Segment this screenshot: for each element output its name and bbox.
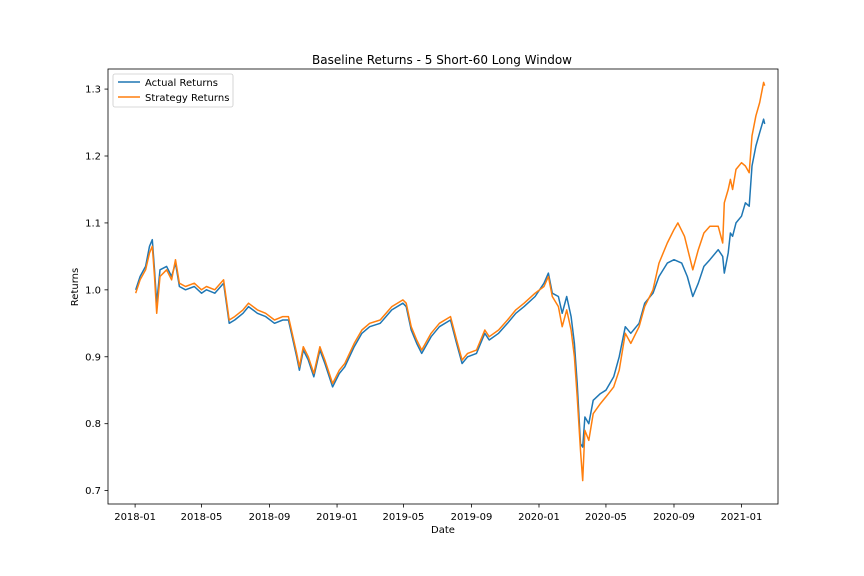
- x-tick-label: 2020-01: [518, 512, 560, 523]
- series-line-actual-returns: [134, 118, 766, 448]
- x-tick-label: 2021-01: [721, 512, 763, 523]
- chart-title: Baseline Returns - 5 Short-60 Long Windo…: [312, 53, 572, 67]
- x-tick-label: 2020-05: [585, 512, 627, 523]
- y-tick-label: 0.9: [85, 352, 101, 363]
- legend-label-actual-returns: Actual Returns: [145, 78, 218, 89]
- y-tick-label: 1.3: [85, 85, 101, 96]
- y-tick-label: 0.8: [85, 419, 101, 430]
- x-tick-label: 2018-01: [114, 512, 156, 523]
- x-tick-label: 2018-09: [249, 512, 291, 523]
- y-tick-label: 1.1: [85, 218, 101, 229]
- y-axis: 0.7 0.8 0.9 1.0 1.1 1.2 1.3: [85, 85, 108, 497]
- x-tick-label: 2019-05: [383, 512, 425, 523]
- plot-frame: [107, 68, 779, 505]
- x-tick-label: 2020-09: [653, 512, 695, 523]
- x-axis-label: Date: [431, 525, 455, 536]
- legend-label-strategy-returns: Strategy Returns: [145, 93, 229, 104]
- series-layer: [134, 81, 766, 482]
- legend: Actual Returns Strategy Returns: [112, 73, 234, 108]
- y-tick-label: 1.0: [85, 285, 101, 296]
- x-axis: 2018-01 2018-05 2018-09 2019-01 2019-05 2019-…: [114, 504, 762, 523]
- x-tick-label: 2019-01: [316, 512, 358, 523]
- x-tick-label: 2019-09: [451, 512, 493, 523]
- series-line-strategy-returns: [134, 81, 766, 482]
- x-tick-label: 2018-05: [181, 512, 223, 523]
- legend-box: [112, 73, 234, 108]
- y-axis-label: Returns: [70, 268, 81, 306]
- y-tick-label: 0.7: [85, 486, 101, 497]
- y-tick-label: 1.2: [85, 152, 101, 163]
